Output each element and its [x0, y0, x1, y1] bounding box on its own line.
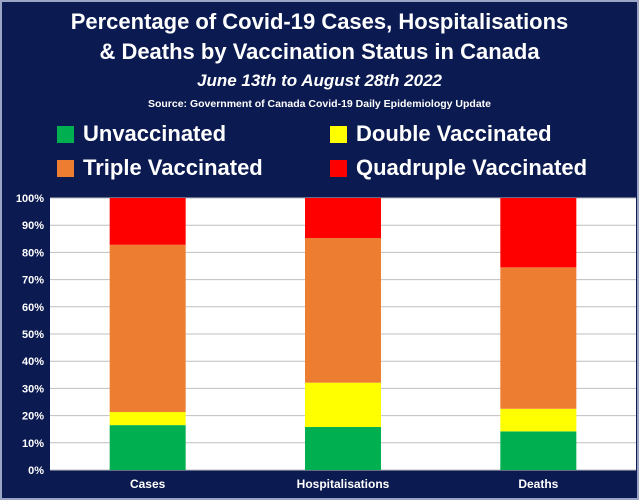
- chart-title-line2: & Deaths by Vaccination Status in Canada: [99, 39, 540, 64]
- y-tick-label-10: 100%: [16, 193, 44, 205]
- bar-hospitalisations-unvaccinated: [305, 427, 381, 470]
- bar-hospitalisations-double-vaccinated: [305, 382, 381, 428]
- y-tick-label-3: 30%: [22, 383, 44, 395]
- bar-deaths-unvaccinated: [500, 431, 577, 470]
- bar-cases-quadruple-vaccinated: [109, 198, 186, 245]
- legend-unvaccinated: Unvaccinated: [57, 120, 226, 148]
- y-tick-label-6: 60%: [22, 302, 44, 314]
- bar-cases-unvaccinated: [109, 425, 186, 470]
- legend-label-quadruple: Quadruple Vaccinated: [356, 155, 588, 180]
- x-tick-label-0: Cases: [130, 477, 166, 491]
- chart-source: Source: Government of Canada Covid-19 Da…: [147, 98, 492, 110]
- chart-title-line1: Percentage of Covid-19 Cases, Hospitalis…: [70, 9, 569, 34]
- y-tick-label-9: 90%: [22, 220, 44, 232]
- bar-hospitalisations-triple-vaccinated: [305, 237, 381, 383]
- legend-swatch-triple: [57, 159, 74, 177]
- legend-swatch-double: [330, 125, 347, 143]
- chart-subtitle: June 13th to August 28th 2022: [197, 71, 442, 90]
- y-tick-label-8: 80%: [22, 247, 44, 259]
- y-tick-label-2: 20%: [22, 411, 44, 423]
- legend-label-double: Double Vaccinated: [356, 121, 552, 146]
- legend-triple: Triple Vaccinated: [57, 154, 263, 182]
- y-tick-label-0: 0%: [28, 465, 44, 477]
- x-tick-label-2: Deaths: [518, 477, 558, 491]
- legend-label-unvaccinated: Unvaccinated: [83, 121, 227, 146]
- bar-deaths-triple-vaccinated: [500, 267, 577, 409]
- legend-swatch-unvaccinated: [57, 125, 74, 143]
- x-tick-label-1: Hospitalisations: [297, 477, 390, 491]
- y-tick-label-7: 70%: [22, 275, 44, 287]
- bar-deaths-quadruple-vaccinated: [500, 198, 577, 268]
- bar-deaths-double-vaccinated: [500, 408, 577, 432]
- legend-label-triple: Triple Vaccinated: [83, 155, 263, 180]
- y-tick-label-1: 10%: [22, 438, 44, 450]
- bar-cases-double-vaccinated: [109, 412, 186, 426]
- y-tick-label-5: 50%: [22, 329, 44, 341]
- bar-hospitalisations-quadruple-vaccinated: [305, 198, 381, 238]
- y-tick-label-4: 40%: [22, 356, 44, 368]
- legend-swatch-quadruple: [330, 159, 347, 177]
- legend-quadruple: Quadruple Vaccinated: [330, 154, 587, 182]
- bar-cases-triple-vaccinated: [109, 244, 186, 413]
- legend-double: Double Vaccinated: [330, 120, 552, 148]
